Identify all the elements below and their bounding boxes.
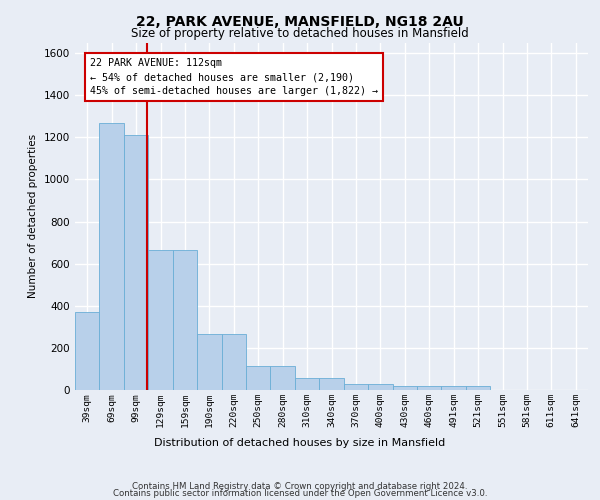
- Text: Contains HM Land Registry data © Crown copyright and database right 2024.: Contains HM Land Registry data © Crown c…: [132, 482, 468, 491]
- Bar: [442, 386, 466, 390]
- Bar: [417, 386, 442, 390]
- Text: 22 PARK AVENUE: 112sqm
← 54% of detached houses are smaller (2,190)
45% of semi-: 22 PARK AVENUE: 112sqm ← 54% of detached…: [91, 58, 379, 96]
- Text: 22, PARK AVENUE, MANSFIELD, NG18 2AU: 22, PARK AVENUE, MANSFIELD, NG18 2AU: [136, 14, 464, 28]
- Text: Distribution of detached houses by size in Mansfield: Distribution of detached houses by size …: [154, 438, 446, 448]
- Bar: [100, 122, 124, 390]
- Text: Contains public sector information licensed under the Open Government Licence v3: Contains public sector information licen…: [113, 489, 487, 498]
- Bar: [319, 378, 344, 390]
- Bar: [246, 366, 271, 390]
- Bar: [75, 312, 100, 390]
- Bar: [271, 366, 295, 390]
- Bar: [173, 250, 197, 390]
- Bar: [344, 384, 368, 390]
- Bar: [392, 386, 417, 390]
- Bar: [368, 384, 392, 390]
- Bar: [295, 378, 319, 390]
- Bar: [148, 250, 173, 390]
- Text: Size of property relative to detached houses in Mansfield: Size of property relative to detached ho…: [131, 28, 469, 40]
- Y-axis label: Number of detached properties: Number of detached properties: [28, 134, 38, 298]
- Bar: [466, 386, 490, 390]
- Bar: [197, 334, 221, 390]
- Bar: [124, 135, 148, 390]
- Bar: [221, 334, 246, 390]
